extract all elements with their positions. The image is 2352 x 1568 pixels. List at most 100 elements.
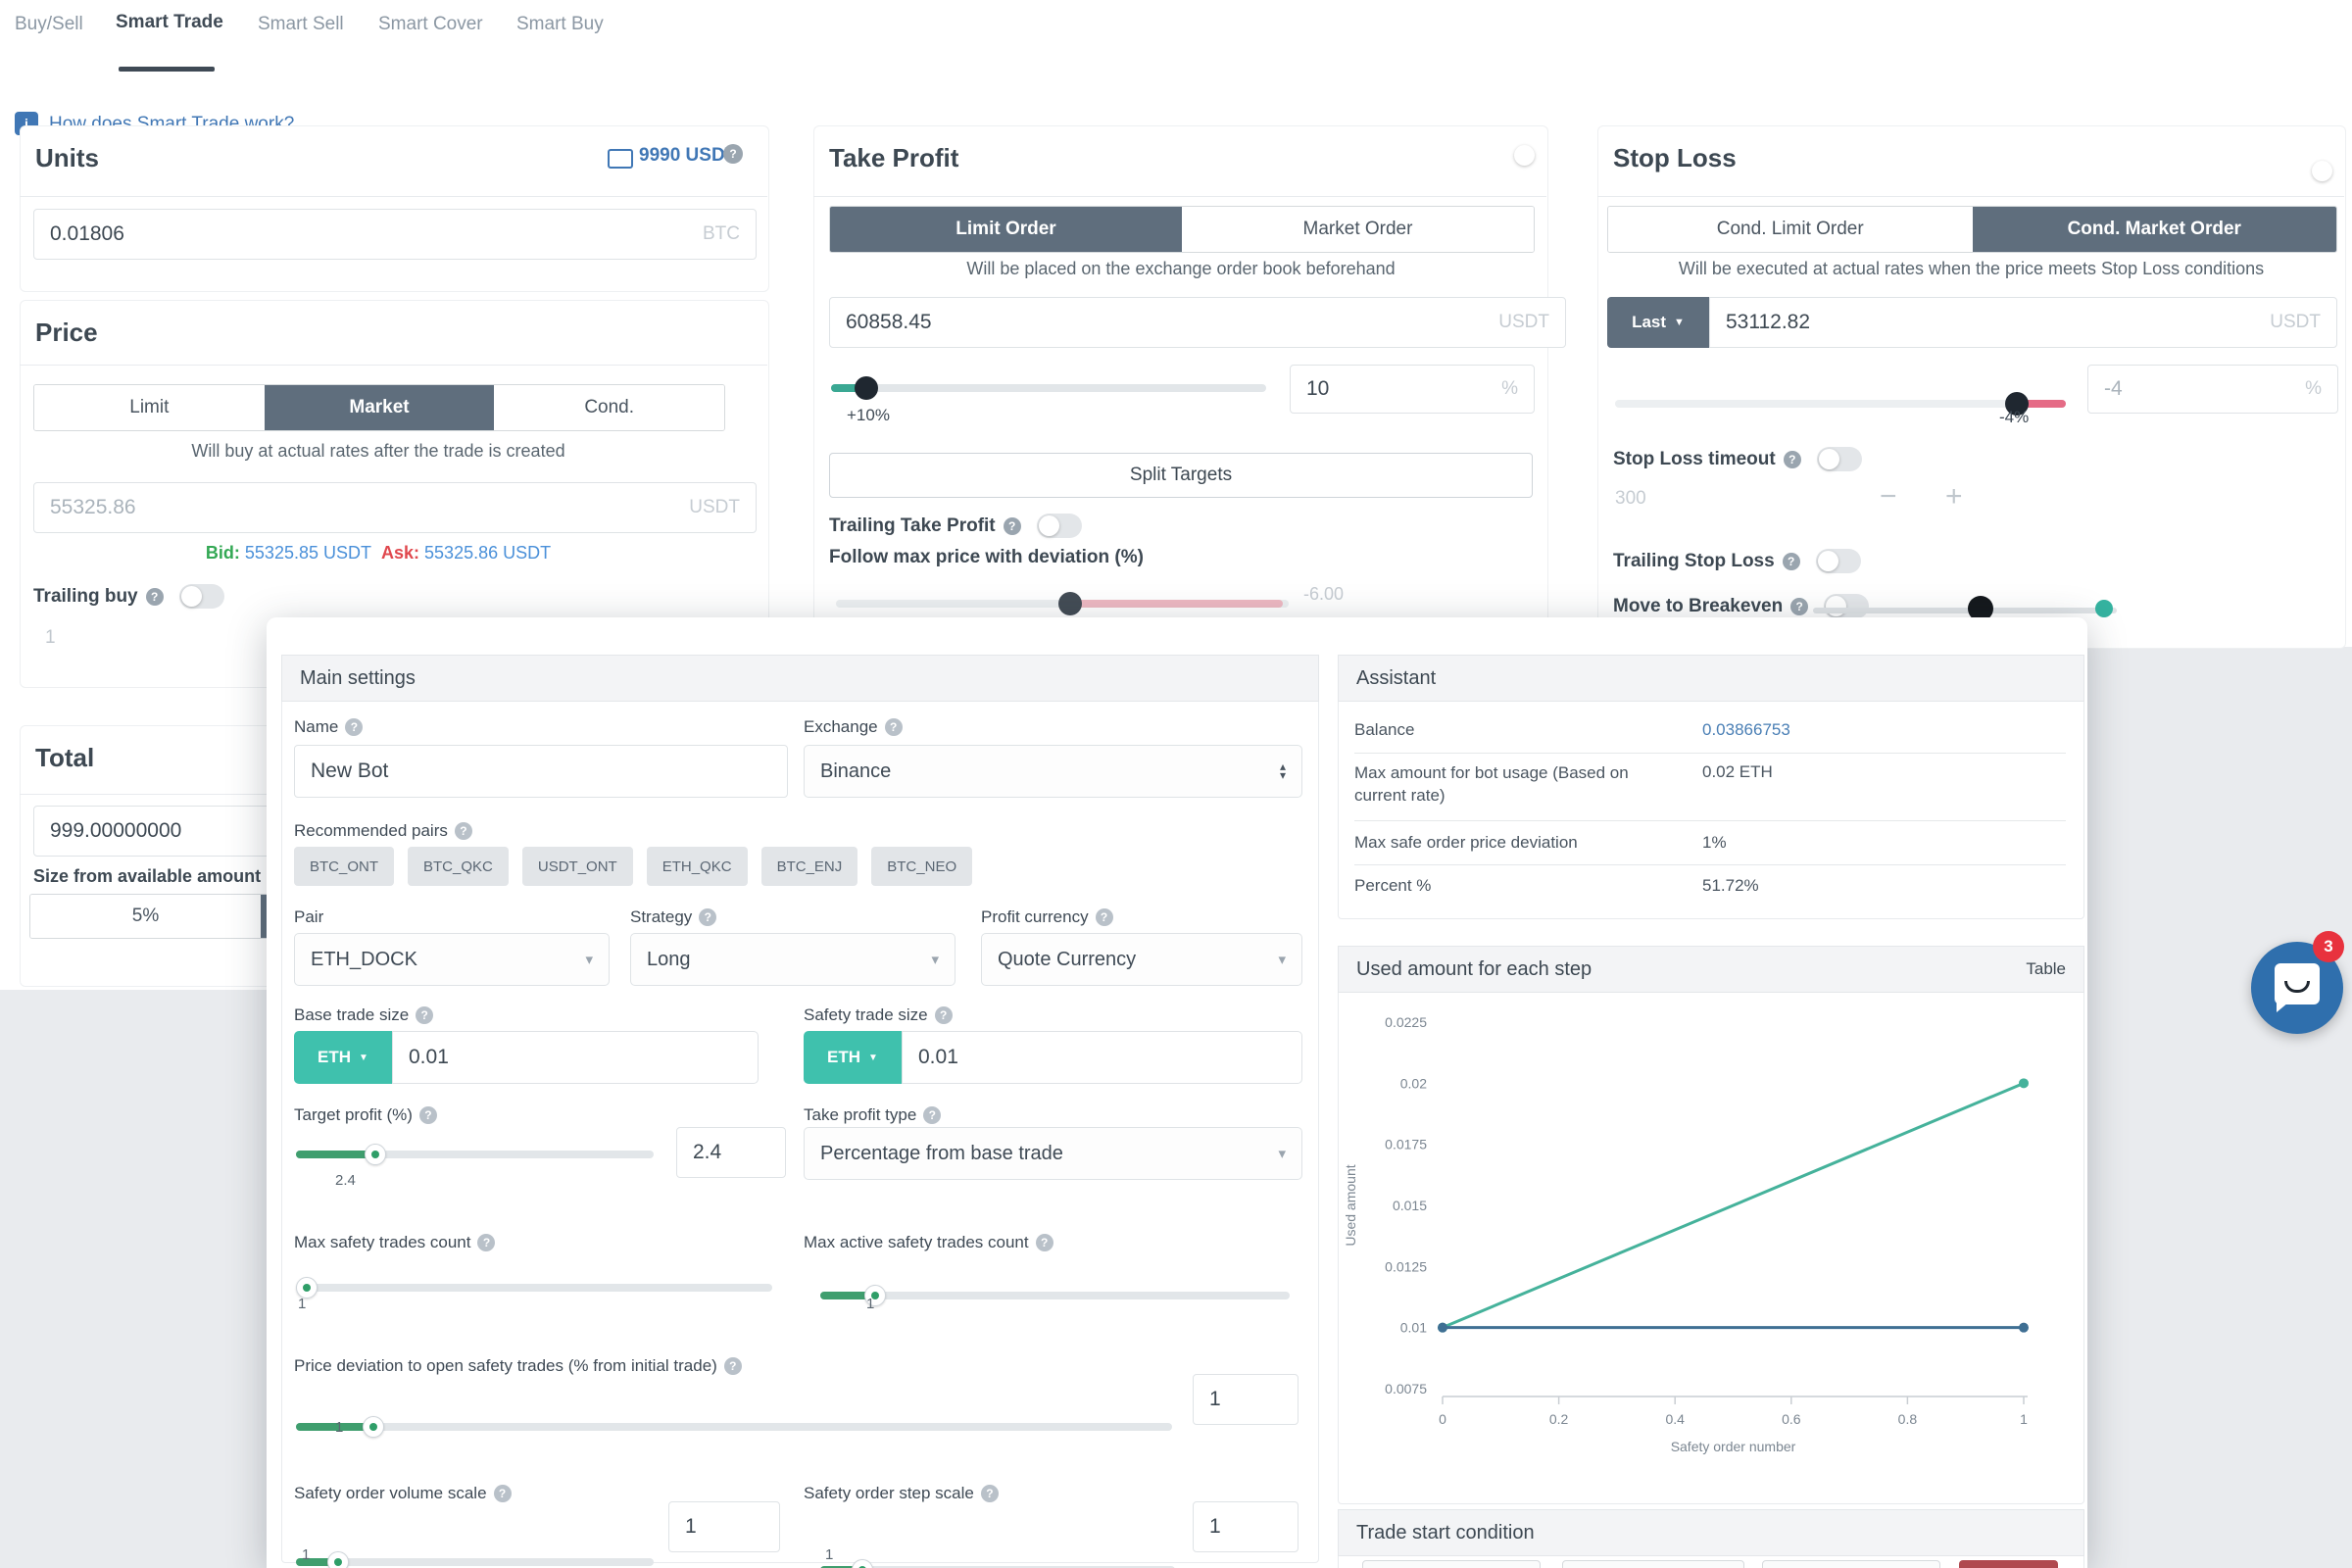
name-help-icon[interactable]: ? (345, 718, 364, 736)
pair-chip[interactable]: BTC_ENJ (760, 847, 858, 886)
trailing-stop-loss-help-icon[interactable]: ? (1782, 552, 1800, 570)
pair-chip[interactable]: USDT_ONT (521, 847, 633, 886)
trade-start-field-2[interactable] (1562, 1560, 1744, 1568)
tab-smart-cover[interactable]: Smart Cover (378, 14, 483, 34)
take-profit-slider-knob[interactable] (855, 376, 878, 400)
strategy-help-icon[interactable]: ? (699, 908, 717, 926)
stop-loss-slider-fill (2017, 400, 2066, 408)
trailing-deviation-knob[interactable] (1058, 592, 1082, 615)
sl-cond-limit-order[interactable]: Cond. Limit Order (1608, 207, 1973, 252)
max-active-knob[interactable] (864, 1285, 886, 1306)
step-scale-help-icon[interactable]: ? (980, 1485, 999, 1502)
take-profit-price-input[interactable]: 60858.45 USDT (829, 297, 1566, 348)
step-scale-input[interactable]: 1 (1193, 1501, 1298, 1552)
safety-trade-currency-dropdown[interactable]: ETH ▼ (804, 1031, 902, 1084)
recommended-pairs-help-icon[interactable]: ? (454, 822, 472, 840)
tab-smart-buy[interactable]: Smart Buy (516, 14, 604, 34)
price-type-cond[interactable]: Cond. (494, 385, 724, 430)
tp-limit-order[interactable]: Limit Order (830, 207, 1182, 252)
available-balance-link[interactable]: 9990 USDT (639, 145, 737, 166)
trade-start-field-3[interactable] (1762, 1560, 1940, 1568)
pair-select[interactable]: ETH_DOCK ▾ (294, 933, 610, 986)
target-profit-knob[interactable] (365, 1144, 386, 1165)
trade-start-field-1[interactable] (1362, 1560, 1541, 1568)
pair-chip[interactable]: BTC_ONT (294, 847, 395, 886)
assistant-header: Assistant (1338, 655, 2084, 702)
max-active-help-icon[interactable]: ? (1035, 1234, 1054, 1251)
base-trade-help-icon[interactable]: ? (416, 1006, 434, 1024)
stop-loss-slider-knob[interactable] (2005, 392, 2029, 416)
sl-cond-market-order[interactable]: Cond. Market Order (1972, 207, 2336, 252)
take-profit-type-select[interactable]: Percentage from base trade ▾ (804, 1127, 1302, 1180)
trailing-take-profit-toggle[interactable] (1036, 514, 1082, 538)
price-type-limit[interactable]: Limit (34, 385, 265, 430)
ask-value[interactable]: 55325.86 USDT (424, 543, 552, 563)
volume-scale-knob[interactable] (327, 1551, 349, 1568)
tp-market-order[interactable]: Market Order (1182, 207, 1534, 252)
base-trade-currency-dropdown[interactable]: ETH ▼ (294, 1031, 392, 1084)
tab-smart-trade[interactable]: Smart Trade (116, 12, 223, 32)
stop-loss-timeout-help-icon[interactable]: ? (1783, 450, 1801, 468)
balance-help-icon[interactable]: ? (723, 144, 743, 164)
stop-loss-price-type-dropdown[interactable]: Last ▼ (1607, 297, 1709, 348)
profit-currency-help-icon[interactable]: ? (1095, 908, 1113, 926)
volume-scale-input[interactable]: 1 (668, 1501, 780, 1552)
max-active-slider-value: 1 (866, 1296, 875, 1312)
target-profit-input[interactable]: 2.4 (676, 1127, 786, 1178)
max-safety-slider-value: 1 (298, 1296, 307, 1312)
price-deviation-input[interactable]: 1 (1193, 1374, 1298, 1425)
price-deviation-knob[interactable] (363, 1416, 384, 1438)
bot-name-input[interactable]: New Bot (294, 745, 788, 798)
timeout-decrement-button[interactable]: − (1880, 480, 1897, 513)
split-targets-button[interactable]: Split Targets (829, 453, 1533, 498)
max-safety-slider[interactable] (296, 1277, 772, 1298)
move-to-breakeven-help-icon[interactable]: ? (1790, 597, 1809, 615)
trade-start-remove-button[interactable] (1959, 1560, 2058, 1568)
target-profit-help-icon[interactable]: ? (418, 1106, 437, 1124)
price-type-market[interactable]: Market (264, 385, 495, 430)
stop-loss-price-input[interactable]: 53112.82 USDT (1709, 297, 2337, 348)
trailing-buy-toggle[interactable] (178, 584, 224, 609)
pair-chip[interactable]: ETH_QKC (646, 847, 748, 886)
profit-currency-select[interactable]: Quote Currency ▾ (981, 933, 1302, 986)
exchange-help-icon[interactable]: ? (884, 718, 903, 736)
timeout-increment-button[interactable]: + (1945, 480, 1963, 513)
take-profit-type-help-icon[interactable]: ? (923, 1106, 942, 1124)
stop-loss-slider[interactable] (1615, 392, 2066, 416)
strategy-select[interactable]: Long ▾ (630, 933, 956, 986)
volume-scale-slider[interactable] (296, 1551, 654, 1568)
pair-chip[interactable]: BTC_NEO (871, 847, 973, 886)
max-active-slider[interactable] (820, 1285, 1290, 1306)
volume-scale-label: Safety order volume scale? (294, 1484, 512, 1503)
size-option-5[interactable]: 5% (30, 895, 261, 938)
price-deviation-help-icon[interactable]: ? (723, 1357, 742, 1375)
units-amount-input[interactable]: 0.01806 BTC (33, 209, 757, 260)
move-to-breakeven-toggle[interactable] (1824, 594, 1870, 618)
tab-buy-sell[interactable]: Buy/Sell (15, 14, 83, 34)
max-safety-knob[interactable] (296, 1277, 318, 1298)
pair-chip[interactable]: BTC_QKC (408, 847, 509, 886)
target-profit-slider[interactable] (296, 1144, 654, 1165)
max-safety-help-icon[interactable]: ? (477, 1234, 496, 1251)
bid-value[interactable]: 55325.85 USDT (244, 543, 371, 563)
table-view-link[interactable]: Table (2026, 959, 2066, 978)
price-deviation-slider[interactable] (296, 1416, 1172, 1438)
stop-loss-percent-input[interactable]: -4 % (2087, 365, 2338, 414)
trailing-take-profit-help-icon[interactable]: ? (1003, 516, 1021, 535)
price-divider (20, 365, 767, 366)
safety-trade-help-icon[interactable]: ? (934, 1006, 953, 1024)
tab-smart-sell[interactable]: Smart Sell (258, 14, 344, 34)
trailing-deviation-slider[interactable] (836, 592, 1289, 615)
take-profit-slider[interactable] (831, 376, 1266, 400)
assistant-label: Percent % (1354, 876, 1432, 895)
stop-loss-timeout-toggle[interactable] (1816, 447, 1862, 471)
price-input[interactable]: 55325.86 USDT (33, 482, 757, 533)
assistant-value: 51.72% (1702, 876, 1759, 895)
take-profit-percent-input[interactable]: 10 % (1290, 365, 1535, 414)
base-trade-size-input[interactable]: 0.01 (392, 1031, 759, 1084)
safety-trade-size-input[interactable]: 0.01 (902, 1031, 1302, 1084)
trailing-buy-help-icon[interactable]: ? (145, 587, 164, 606)
exchange-select[interactable]: Binance ▴ ▾ (804, 745, 1302, 798)
volume-scale-help-icon[interactable]: ? (493, 1485, 512, 1502)
trailing-stop-loss-toggle[interactable] (1815, 549, 1861, 573)
